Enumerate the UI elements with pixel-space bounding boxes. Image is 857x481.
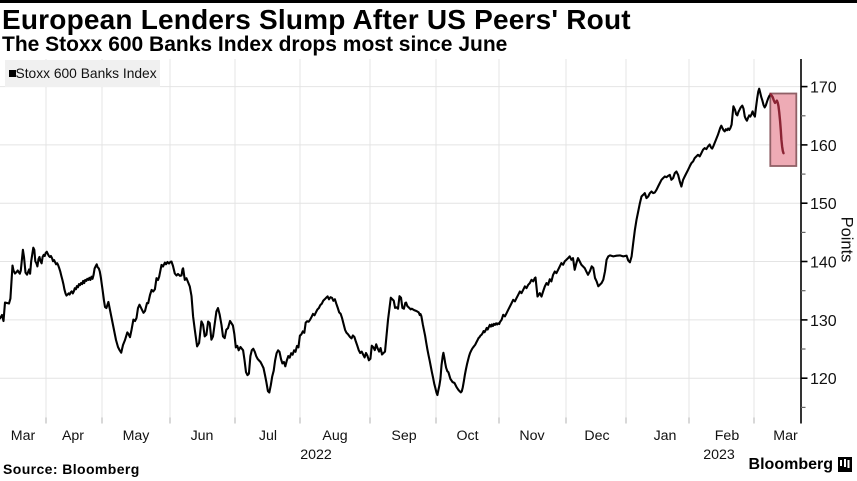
svg-text:Mar: Mar (11, 428, 36, 444)
svg-text:2023: 2023 (703, 447, 735, 463)
svg-text:May: May (123, 428, 151, 444)
svg-text:Jul: Jul (259, 428, 277, 444)
svg-text:150: 150 (810, 196, 837, 213)
svg-text:140: 140 (810, 255, 837, 272)
svg-text:160: 160 (810, 138, 837, 155)
svg-text:Apr: Apr (62, 428, 84, 444)
svg-text:Jan: Jan (654, 428, 677, 444)
svg-text:2022: 2022 (300, 447, 332, 463)
svg-text:Mar: Mar (773, 428, 798, 444)
svg-text:Feb: Feb (715, 428, 740, 444)
svg-text:130: 130 (810, 313, 837, 330)
svg-text:170: 170 (810, 80, 837, 97)
svg-text:Dec: Dec (584, 428, 609, 444)
svg-text:Nov: Nov (519, 428, 545, 444)
svg-text:Points: Points (838, 217, 856, 263)
svg-text:Oct: Oct (456, 428, 478, 444)
svg-text:Jun: Jun (191, 428, 214, 444)
svg-text:120: 120 (810, 371, 837, 388)
svg-text:Aug: Aug (322, 428, 347, 444)
svg-text:Sep: Sep (391, 428, 416, 444)
